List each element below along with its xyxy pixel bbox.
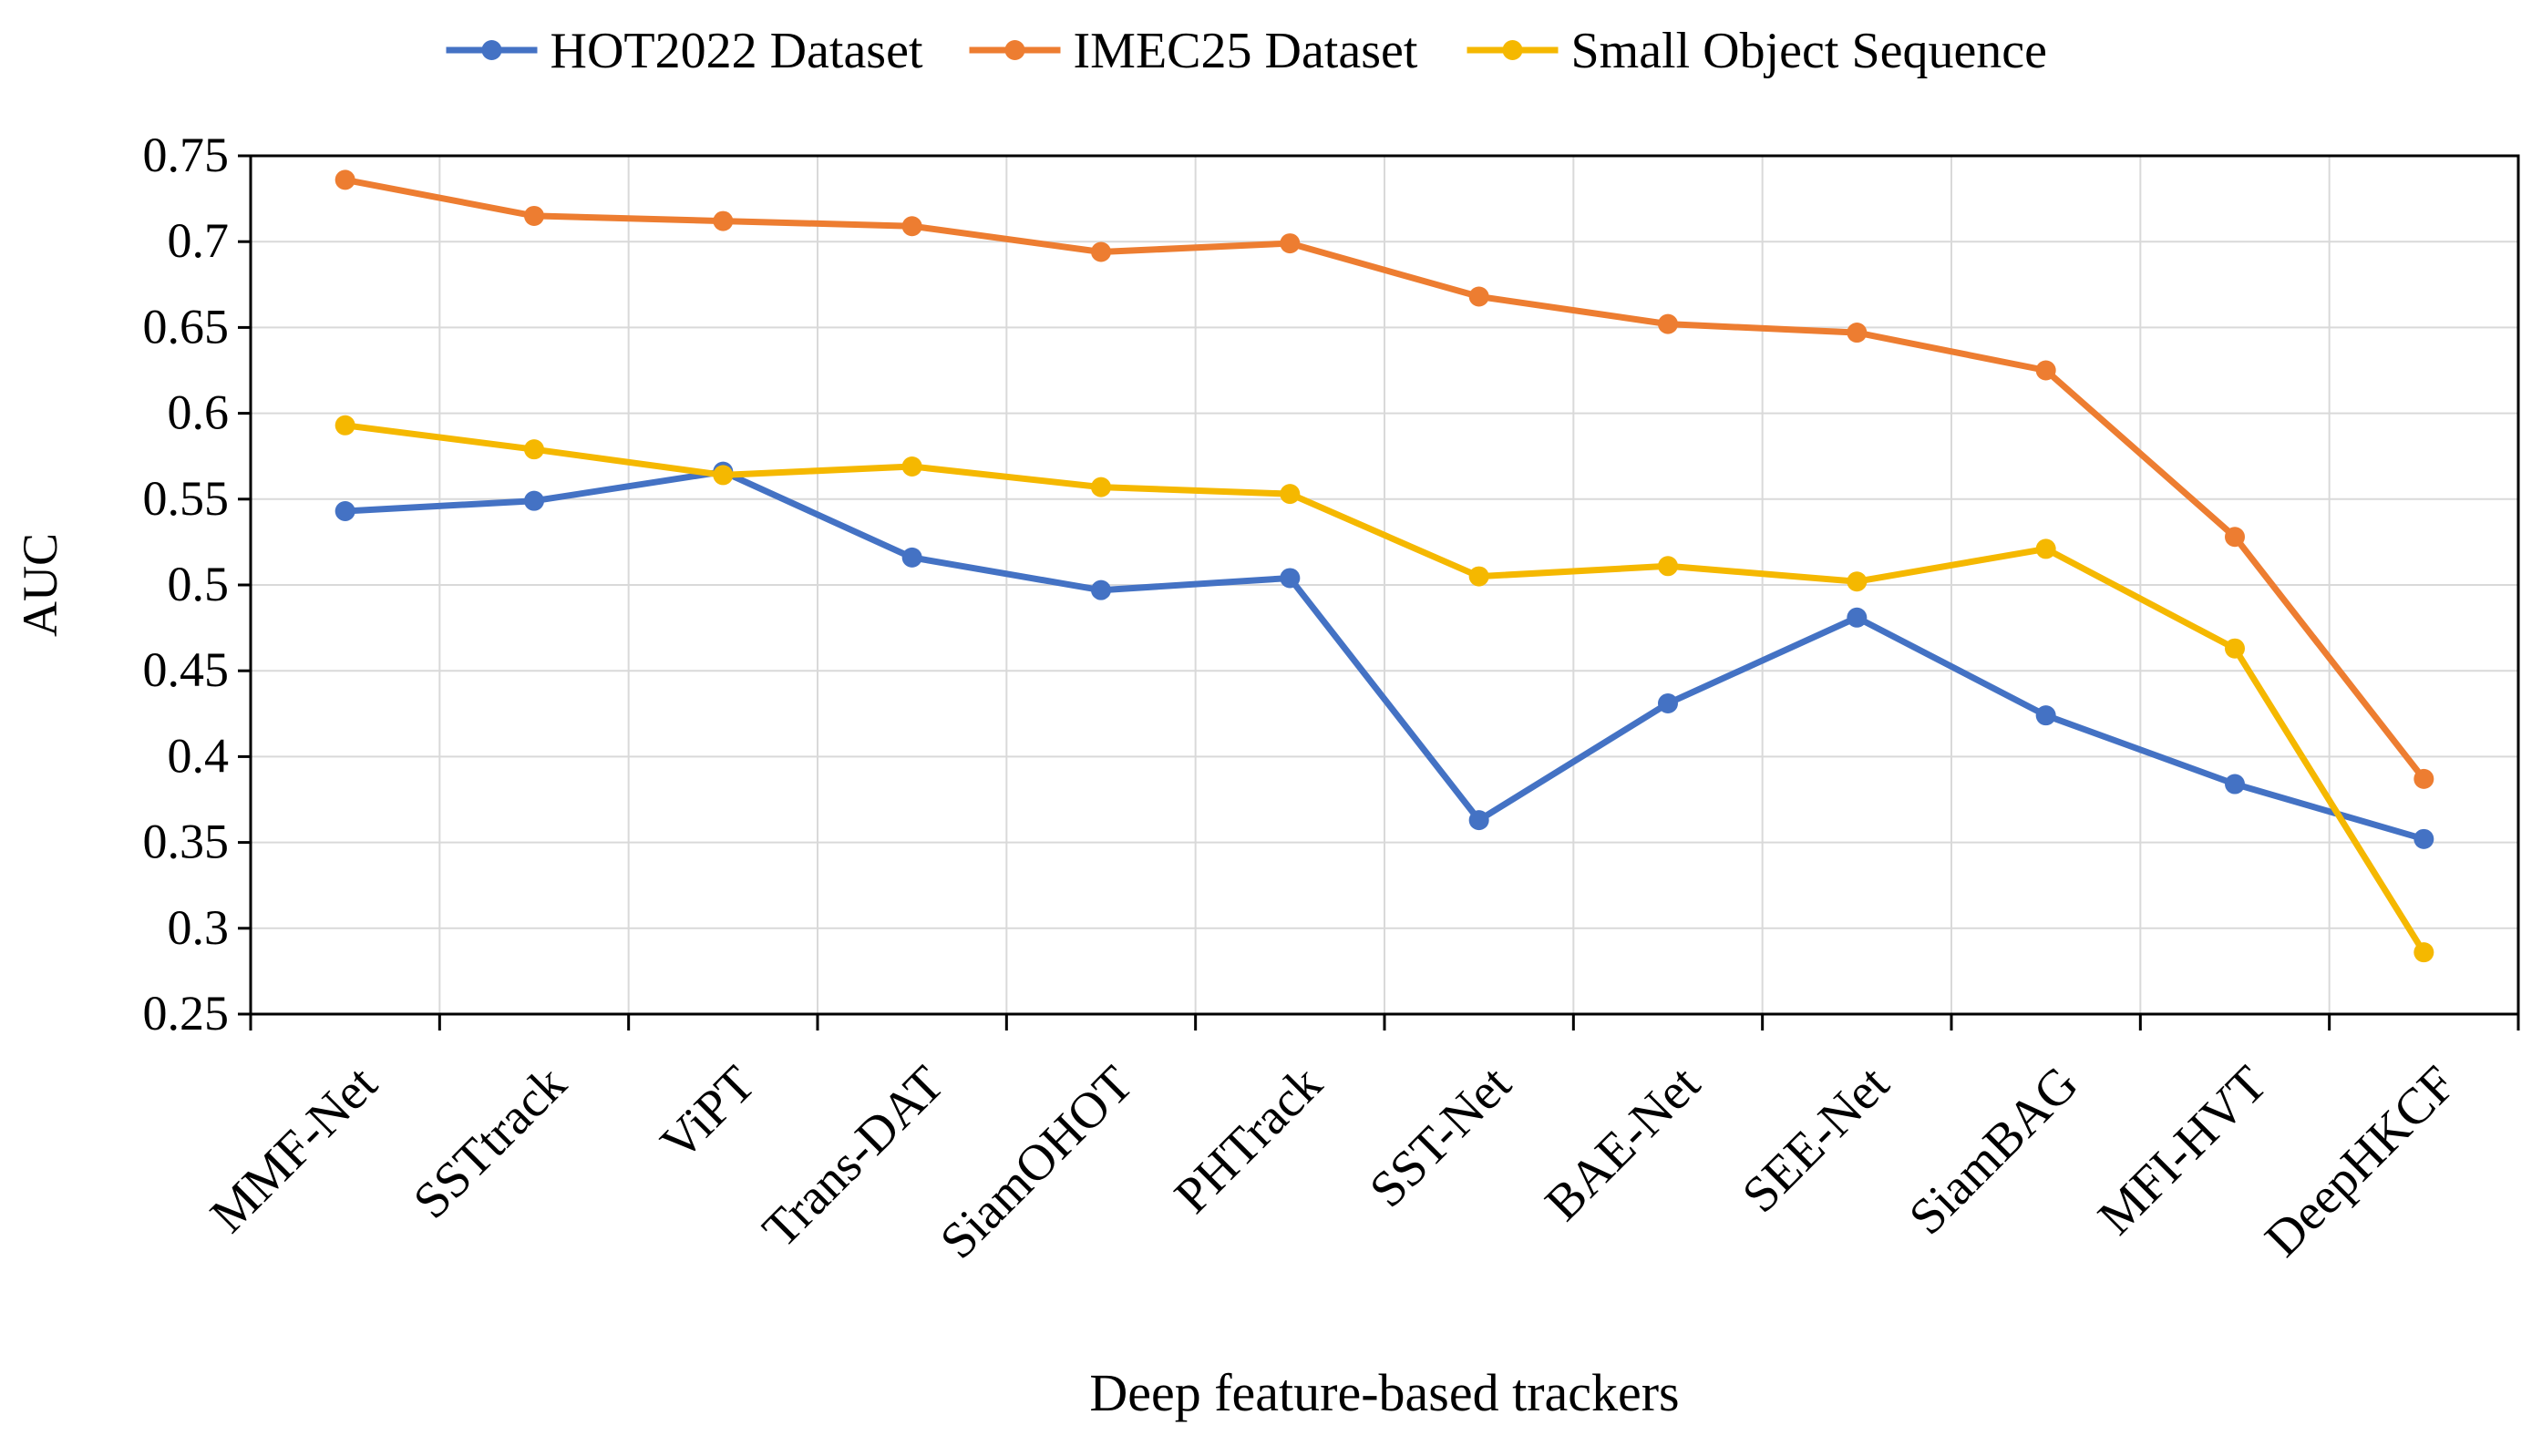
data-point-imec25-dataset-sst-net: [1468, 286, 1489, 307]
data-point-hot2022-dataset-siamohot: [1091, 579, 1111, 600]
data-point-imec25-dataset-deephkcf: [2413, 768, 2434, 789]
series-small-object-sequence: [334, 415, 2434, 963]
x-tick-label-siambag: SiamBAG: [1899, 1055, 2089, 1246]
y-tick-label: 0.25: [143, 986, 230, 1041]
data-point-imec25-dataset-mmf-net: [334, 169, 355, 190]
data-point-small-object-sequence-mfi-hvt: [2225, 638, 2245, 659]
data-point-imec25-dataset-ssttrack: [524, 205, 544, 226]
x-tick-label-trans-dat: Trans-DAT: [752, 1055, 955, 1258]
data-point-imec25-dataset-bae-net: [1658, 313, 1678, 334]
x-tick-label-siamohot: SiamOHOT: [930, 1055, 1144, 1269]
x-tick-label-phtrack: PHTrack: [1164, 1055, 1333, 1224]
y-tick-label: 0.6: [168, 385, 230, 440]
axis-layer: 0.25 0.3 0.35 0.4 0.45 0.5 0.55 0.6 0.65 0.7 0.75 M…: [143, 128, 2520, 1270]
y-tick-label: 0.55: [143, 471, 230, 526]
data-point-hot2022-dataset-deephkcf: [2413, 828, 2434, 849]
series-imec25-dataset: [334, 169, 2434, 789]
y-tick-label: 0.35: [143, 815, 230, 869]
data-point-small-object-sequence-sst-net: [1468, 566, 1489, 587]
data-point-hot2022-dataset-bae-net: [1658, 692, 1678, 713]
data-point-small-object-sequence-mmf-net: [334, 415, 355, 436]
x-tick-label-bae-net: BAE-Net: [1535, 1055, 1712, 1232]
y-tick-label: 0.75: [143, 128, 230, 182]
x-tick-label-see-net: SEE-Net: [1732, 1055, 1900, 1224]
data-point-hot2022-dataset-phtrack: [1280, 568, 1301, 589]
data-point-imec25-dataset-vipt: [713, 210, 734, 231]
y-tick-label: 0.4: [168, 728, 230, 783]
x-tick-label-mmf-net: MMF-Net: [200, 1055, 388, 1244]
y-tick-label: 0.45: [143, 642, 230, 697]
data-point-small-object-sequence-phtrack: [1280, 484, 1301, 505]
legend-marker: [481, 40, 502, 60]
legend-item-imec25-dataset: IMEC25 Dataset: [969, 23, 1418, 79]
data-point-imec25-dataset-mfi-hvt: [2225, 527, 2245, 548]
data-point-hot2022-dataset-sst-net: [1468, 810, 1489, 831]
x-tick-label-mfi-hvt: MFI-HVT: [2087, 1055, 2278, 1246]
data-point-small-object-sequence-see-net: [1847, 571, 1868, 592]
y-tick-label: 0.3: [168, 900, 230, 955]
data-point-small-object-sequence-siambag: [2035, 538, 2056, 559]
legend-item-hot2022-dataset: HOT2022 Dataset: [446, 23, 923, 79]
data-point-imec25-dataset-siambag: [2035, 360, 2056, 381]
data-point-hot2022-dataset-siambag: [2035, 705, 2056, 726]
series-line-small-object-sequence: [342, 422, 2427, 956]
legend-label: Small Object Sequence: [1571, 23, 2048, 79]
data-point-small-object-sequence-ssttrack: [524, 439, 544, 460]
y-tick-label: 0.7: [168, 213, 230, 268]
data-point-hot2022-dataset-ssttrack: [524, 490, 544, 511]
data-point-hot2022-dataset-mfi-hvt: [2225, 774, 2245, 795]
x-tick-label-sst-net: SST-Net: [1359, 1055, 1522, 1218]
data-point-small-object-sequence-bae-net: [1658, 556, 1678, 577]
data-point-imec25-dataset-trans-dat: [901, 216, 922, 237]
y-axis-label: AUC: [13, 533, 67, 637]
data-point-hot2022-dataset-see-net: [1847, 607, 1868, 628]
x-axis-label: Deep feature-based trackers: [1089, 1363, 1679, 1422]
data-point-imec25-dataset-see-net: [1847, 323, 1868, 343]
y-tick-label: 0.65: [143, 299, 230, 354]
x-tick-label-vipt: ViPT: [650, 1055, 766, 1171]
series-layer: [334, 169, 2434, 963]
data-point-small-object-sequence-siamohot: [1091, 477, 1111, 497]
legend-label: IMEC25 Dataset: [1074, 23, 1418, 79]
data-point-hot2022-dataset-trans-dat: [901, 547, 922, 568]
legend-label: HOT2022 Dataset: [551, 23, 923, 79]
data-point-small-object-sequence-deephkcf: [2413, 942, 2434, 963]
legend-marker: [1004, 40, 1025, 60]
legend-marker: [1502, 40, 1523, 60]
data-point-small-object-sequence-trans-dat: [901, 456, 922, 477]
data-point-imec25-dataset-siamohot: [1091, 241, 1111, 262]
legend: HOT2022 Dataset IMEC25 Dataset Small Objec…: [446, 23, 2048, 79]
y-tick-label: 0.5: [168, 557, 230, 611]
grid-layer: [251, 156, 2518, 1014]
data-point-small-object-sequence-vipt: [713, 465, 734, 486]
x-tick-label-deephkcf: DeepHKCF: [2255, 1055, 2467, 1267]
legend-item-small-object-sequence: Small Object Sequence: [1467, 23, 2048, 79]
series-line-imec25-dataset: [342, 176, 2427, 783]
data-point-hot2022-dataset-mmf-net: [334, 500, 355, 521]
data-point-imec25-dataset-phtrack: [1280, 233, 1301, 254]
series-line-hot2022-dataset: [342, 468, 2427, 843]
x-tick-label-ssttrack: SSTtrack: [403, 1055, 577, 1229]
